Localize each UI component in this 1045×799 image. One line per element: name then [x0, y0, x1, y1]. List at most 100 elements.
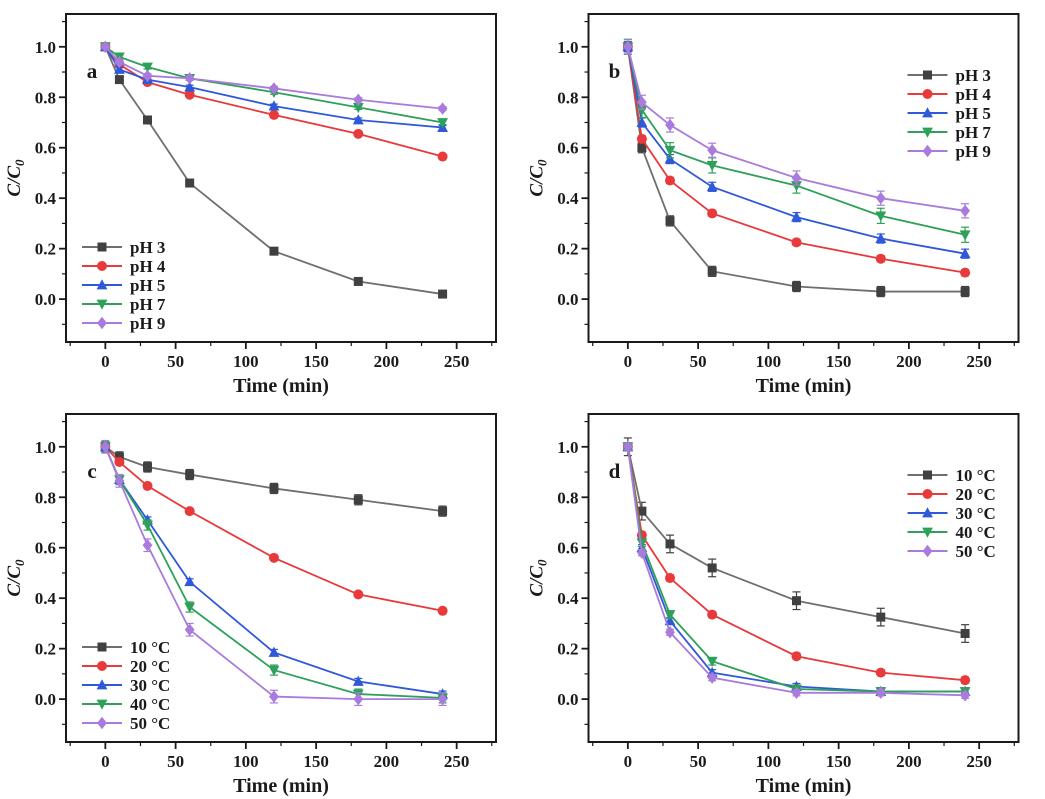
legend-label: 40 °C	[956, 523, 996, 542]
x-axis-title: Time (min)	[233, 775, 329, 797]
y-tick-label: 0.6	[35, 139, 56, 158]
y-axis: 0.0 0.2 0.4 0.6 0.8 1.0 C/C0	[4, 20, 66, 325]
series-20-degC	[622, 441, 971, 686]
series-pH-9	[100, 40, 448, 115]
panel-letter: b	[609, 59, 621, 83]
y-tick-label: 0.2	[557, 240, 578, 259]
panel-c: 0 50 100 150 200 250 Time (min) 0.0 0.2 0.4 0.6 0.8…	[0, 400, 522, 799]
x-tick-label: 100	[756, 352, 782, 371]
x-axis-title: Time (min)	[233, 375, 329, 397]
y-tick-label: 0.8	[557, 488, 578, 507]
x-tick-label: 250	[966, 352, 992, 371]
x-axis: 0 50 100 150 200 250 Time (min)	[592, 742, 1015, 797]
y-tick-label: 0.4	[35, 189, 57, 208]
legend-label: 50 °C	[956, 542, 996, 561]
y-axis: 0.0 0.2 0.4 0.6 0.8 1.0 C/C0	[4, 420, 66, 725]
x-tick-label: 50	[167, 752, 184, 771]
legend-label: pH 3	[130, 238, 165, 257]
legend-label: 20 °C	[956, 485, 996, 504]
legend: pH 3pH 4pH 5pH 7pH 9	[82, 238, 166, 333]
y-tick-label: 1.0	[35, 438, 56, 457]
x-tick-label: 150	[826, 352, 852, 371]
y-tick-label: 1.0	[557, 38, 578, 57]
x-tick-label: 50	[690, 352, 707, 371]
legend-label: pH 9	[130, 314, 165, 333]
series-pH-5	[622, 41, 971, 259]
y-tick-label: 0.8	[35, 488, 56, 507]
y-tick-label: 0.4	[35, 589, 57, 608]
x-tick-label: 200	[896, 352, 922, 371]
legend-label: pH 7	[956, 123, 992, 142]
series-50-degC	[100, 439, 448, 707]
legend-label: pH 9	[956, 142, 991, 161]
y-tick-label: 0.0	[557, 690, 578, 709]
legend-label: pH 7	[130, 295, 166, 314]
panel-letter: d	[609, 459, 621, 483]
panel-a-chart: 0 50 100 150 200 250 Time (min) 0.0 0.2 0.4 0.6 0.8…	[4, 13, 497, 397]
x-tick-label: 100	[756, 752, 782, 771]
legend-label: 10 °C	[130, 638, 170, 657]
x-axis-title: Time (min)	[756, 775, 852, 797]
panel-b: 0 50 100 150 200 250 Time (min) 0.0 0.2 0.4 0.6 0.8…	[522, 0, 1045, 400]
x-tick-label: 250	[966, 752, 992, 771]
x-tick-label: 50	[167, 352, 184, 371]
legend-label: 10 °C	[956, 466, 996, 485]
series-10-degC	[623, 437, 970, 643]
x-tick-label: 0	[101, 352, 110, 371]
y-tick-label: 0.2	[35, 240, 56, 259]
y-tick-label: 0.2	[35, 640, 56, 659]
panel-letter: c	[87, 459, 96, 483]
y-axis-title: C/C0	[4, 559, 27, 597]
x-axis-title: Time (min)	[756, 375, 852, 397]
y-tick-label: 0.8	[35, 88, 56, 107]
x-axis: 0 50 100 150 200 250 Time (min)	[69, 742, 493, 797]
legend-label: 20 °C	[130, 657, 170, 676]
legend-label: 40 °C	[130, 695, 170, 714]
x-tick-label: 150	[303, 752, 329, 771]
y-axis-title: C/C0	[4, 159, 27, 197]
y-tick-label: 0.0	[35, 690, 56, 709]
x-tick-label: 0	[624, 352, 633, 371]
legend-label: pH 4	[130, 257, 166, 276]
legend-label: pH 5	[956, 104, 991, 123]
legend-label: 30 °C	[956, 504, 996, 523]
x-tick-label: 50	[690, 752, 707, 771]
legend-label: pH 5	[130, 276, 165, 295]
x-tick-label: 0	[624, 752, 633, 771]
legend: 10 °C20 °C30 °C40 °C50 °C	[82, 638, 170, 733]
panel-b-chart: 0 50 100 150 200 250 Time (min) 0.0 0.2 0.4 0.6 0.8…	[527, 13, 1020, 397]
y-tick-label: 1.0	[35, 38, 56, 57]
legend: pH 3pH 4pH 5pH 7pH 9	[907, 66, 992, 161]
y-tick-label: 0.6	[557, 539, 578, 558]
series-pH-3	[623, 41, 970, 298]
x-tick-label: 250	[444, 352, 470, 371]
x-tick-label: 150	[826, 752, 852, 771]
legend-label: pH 3	[956, 66, 991, 85]
panel-c-chart: 0 50 100 150 200 250 Time (min) 0.0 0.2 0.4 0.6 0.8…	[4, 413, 497, 797]
x-tick-label: 200	[896, 752, 922, 771]
y-tick-label: 0.6	[35, 539, 56, 558]
y-axis-title: C/C0	[527, 159, 550, 197]
y-axis: 0.0 0.2 0.4 0.6 0.8 1.0 C/C0	[527, 420, 589, 725]
x-tick-label: 0	[101, 752, 110, 771]
panel-d: 0 50 100 150 200 250 Time (min) 0.0 0.2 0.4 0.6 0.8…	[522, 400, 1045, 799]
x-tick-label: 150	[303, 352, 329, 371]
series-pH-9	[622, 39, 971, 219]
x-axis: 0 50 100 150 200 250 Time (min)	[69, 342, 493, 397]
y-tick-label: 0.4	[557, 589, 579, 608]
x-tick-label: 100	[233, 752, 259, 771]
y-axis-title: C/C0	[527, 559, 550, 597]
series-pH-4	[622, 41, 971, 278]
x-tick-label: 250	[444, 752, 470, 771]
legend-label: 30 °C	[130, 676, 170, 695]
legend-label: 50 °C	[130, 714, 170, 733]
panel-d-chart: 0 50 100 150 200 250 Time (min) 0.0 0.2 0.4 0.6 0.8…	[527, 413, 1020, 797]
x-tick-label: 200	[374, 352, 400, 371]
legend: 10 °C20 °C30 °C40 °C50 °C	[907, 466, 996, 561]
y-axis: 0.0 0.2 0.4 0.6 0.8 1.0 C/C0	[527, 20, 589, 325]
y-tick-label: 0.4	[557, 189, 579, 208]
y-tick-label: 0.8	[557, 88, 578, 107]
panel-letter: a	[87, 59, 98, 83]
x-tick-label: 200	[374, 752, 400, 771]
